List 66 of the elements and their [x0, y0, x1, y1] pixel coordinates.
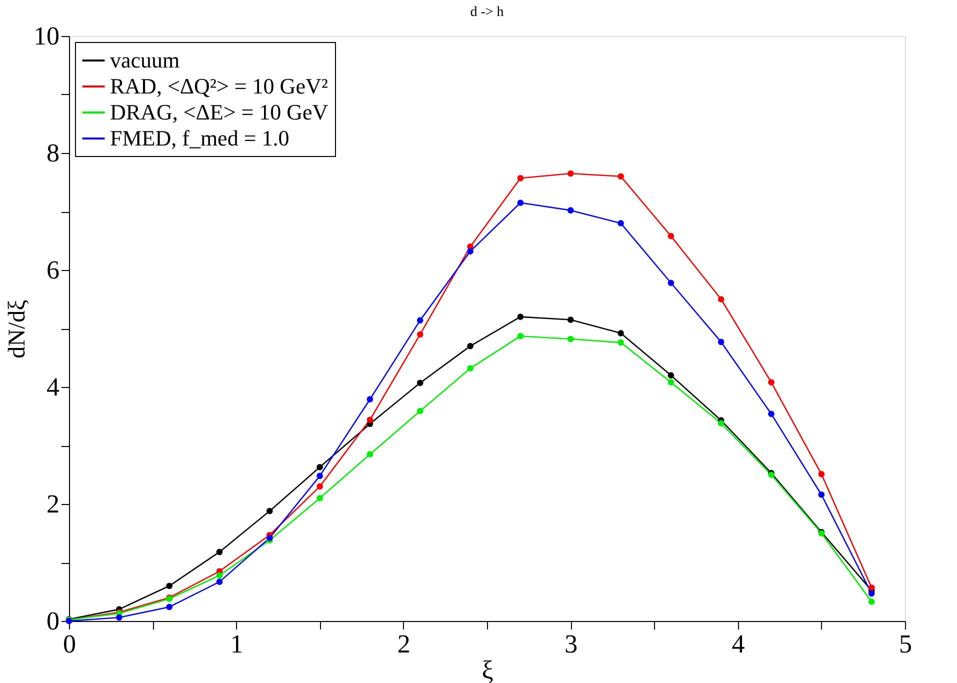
point [818, 491, 825, 498]
x-tick-label: 1 [230, 630, 244, 658]
legend-label: DRAG, <ΔE> = 10 GeV [110, 100, 328, 124]
y-tick-label: 4 [46, 372, 60, 402]
point [116, 614, 122, 621]
legend-label: RAD, <ΔQ²> = 10 GeV² [110, 74, 328, 98]
point [366, 416, 374, 423]
point [618, 220, 624, 226]
point [618, 173, 624, 180]
point [517, 200, 524, 206]
point [567, 336, 574, 342]
x-tick-label: 5 [899, 630, 912, 658]
point [266, 508, 273, 514]
point [718, 338, 724, 346]
point [718, 420, 724, 426]
point [216, 578, 223, 585]
point [467, 342, 474, 350]
point [316, 494, 323, 502]
point [416, 331, 424, 338]
point [668, 379, 674, 386]
point [668, 280, 674, 286]
point [517, 314, 524, 320]
point [618, 339, 624, 346]
point [768, 379, 774, 386]
point [818, 471, 825, 478]
y-tick-label: 10 [34, 22, 60, 50]
point [467, 248, 474, 254]
point [567, 316, 574, 323]
x-tick-label: 3 [564, 630, 578, 658]
y-tick-label: 2 [46, 490, 60, 518]
point [668, 372, 674, 378]
x-tick-label: 2 [397, 630, 410, 658]
point [316, 472, 323, 480]
point [416, 408, 424, 414]
point [166, 604, 172, 610]
point [216, 572, 223, 579]
point [416, 317, 424, 324]
chart-title: d -> h [470, 5, 504, 20]
point [467, 365, 474, 372]
y-tick-label: 8 [46, 138, 60, 168]
x-tick-label: 4 [732, 630, 745, 658]
point [266, 534, 273, 542]
x-axis-title: ξ [482, 656, 494, 683]
point [567, 207, 574, 214]
point [166, 582, 172, 590]
point [366, 396, 374, 402]
y-axis-title: dN/dξ [4, 299, 30, 358]
point [868, 590, 875, 597]
y-tick-label: 0 [46, 606, 60, 636]
point [366, 451, 374, 458]
point [768, 410, 774, 418]
point [718, 296, 724, 302]
legend-label: vacuum [110, 48, 180, 72]
point [416, 380, 424, 386]
point [668, 232, 674, 240]
point [316, 464, 323, 470]
point [316, 483, 323, 490]
point [216, 548, 223, 556]
legend-label: FMED, f_med = 1.0 [110, 126, 290, 150]
point [868, 584, 875, 591]
point [567, 170, 574, 177]
point [868, 598, 875, 605]
y-tick-label: 6 [46, 256, 60, 284]
point [517, 332, 524, 340]
point [517, 175, 524, 182]
point [618, 330, 624, 336]
